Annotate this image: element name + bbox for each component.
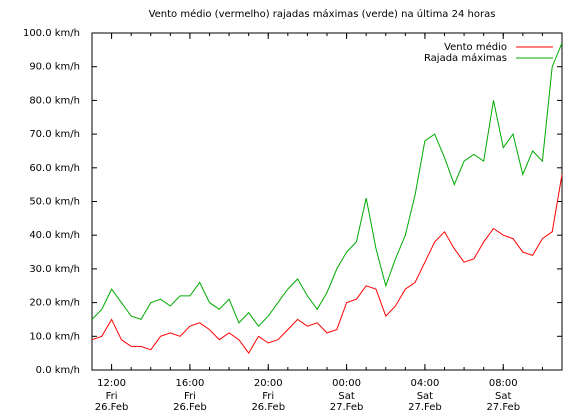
x-tick-day: Fri: [262, 391, 274, 402]
plot-frame: [91, 32, 563, 371]
x-tick-day: Sat: [417, 391, 433, 402]
series-line-vento-medio: [91, 174, 563, 355]
y-tick-label: 40.0 km/h: [29, 230, 80, 241]
y-tick-label: 100.0 km/h: [23, 28, 80, 39]
x-tick-date: 26.Feb: [95, 402, 129, 413]
legend-label: Rajada máximas: [424, 52, 507, 64]
x-tick-date: 26.Feb: [251, 402, 285, 413]
x-axis: 12:00Fri26.Feb16:00Fri26.Feb20:00Fri26.F…: [91, 33, 563, 413]
y-axis: 0.0 km/h 10.0 km/h 20.0 km/h 30.0 km/h 40.0 …: [23, 28, 562, 376]
x-tick-date: 27.Feb: [330, 402, 364, 413]
x-tick-day: Fri: [184, 391, 196, 402]
y-tick-label: 20.0 km/h: [29, 298, 80, 309]
series-layer: [91, 42, 563, 355]
series-line-rajada-maximas: [91, 42, 563, 327]
chart-title: Vento médio (vermelho) rajadas máximas (…: [149, 8, 496, 20]
y-tick-label: 80.0 km/h: [29, 95, 80, 106]
x-tick-label: 16:00: [176, 378, 205, 389]
y-tick-label: 90.0 km/h: [29, 62, 80, 73]
plot-border: [91, 32, 563, 371]
x-tick-date: 26.Feb: [173, 402, 207, 413]
x-tick-day: Sat: [495, 391, 511, 402]
y-tick-label: 10.0 km/h: [29, 331, 80, 342]
y-tick-label: 30.0 km/h: [29, 264, 80, 275]
x-tick-label: 04:00: [411, 378, 440, 389]
x-tick-label: 00:00: [332, 378, 361, 389]
y-tick-label: 60.0 km/h: [29, 163, 80, 174]
x-tick-day: Sat: [338, 391, 354, 402]
legend-label: Vento médio: [444, 41, 507, 53]
x-tick-date: 27.Feb: [408, 402, 442, 413]
x-tick-label: 20:00: [254, 378, 283, 389]
y-tick-label: 0.0 km/h: [36, 365, 80, 376]
x-tick-date: 27.Feb: [486, 402, 520, 413]
x-tick-day: Fri: [106, 391, 118, 402]
y-tick-label: 50.0 km/h: [29, 197, 80, 208]
x-tick-label: 08:00: [489, 378, 518, 389]
x-tick-label: 12:00: [97, 378, 126, 389]
y-tick-label: 70.0 km/h: [29, 129, 80, 140]
